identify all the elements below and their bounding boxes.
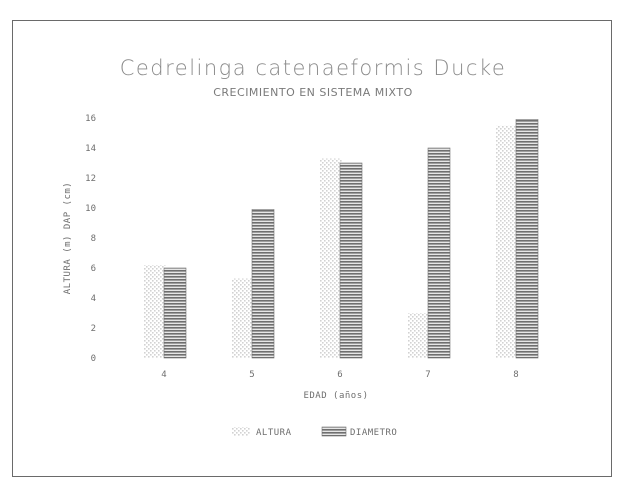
bar-altura-4 [144,265,166,358]
legend-label-altura: ALTURA [256,428,292,438]
y-tick-label: 16 [85,114,96,124]
legend-swatch-diametro [321,426,347,437]
x-tick-label: 5 [249,370,254,380]
chart-title: Cedrelinga catenaeformis Ducke [119,56,507,80]
bar-diametro-7 [427,147,451,359]
bar-diametro-8 [515,119,539,359]
y-tick-label: 12 [85,174,96,184]
x-tick-label: 6 [337,370,342,380]
legend-label-diametro: DIAMETRO [350,428,397,438]
x-tick-label: 4 [161,370,166,380]
bar-altura-5 [232,278,254,358]
y-tick-label: 6 [91,264,96,274]
legend-swatch-altura [232,427,250,436]
x-tick-label: 8 [513,370,518,380]
bar-altura-6 [320,158,342,358]
y-tick-label: 8 [91,234,96,244]
y-tick-label: 4 [91,294,96,304]
y-axis-label: ALTURA (m) DAP (cm) [63,182,73,294]
bar-altura-8 [496,125,518,358]
bar-diametro-4 [163,267,187,359]
y-tick-label: 10 [85,204,96,214]
chart-subtitle: CRECIMIENTO EN SISTEMA MIXTO [213,86,413,99]
bar-altura-7 [408,313,430,358]
x-axis-label: EDAD (años) [303,391,368,401]
legend: ALTURA DIAMETRO [232,426,397,438]
y-tick-label: 0 [91,354,96,364]
x-tick-label: 7 [425,370,430,380]
y-tick-label: 14 [85,144,96,154]
chart-frame [12,20,612,477]
bar-diametro-5 [251,209,275,359]
bar-diametro-6 [339,162,363,359]
y-tick-label: 2 [91,324,96,334]
